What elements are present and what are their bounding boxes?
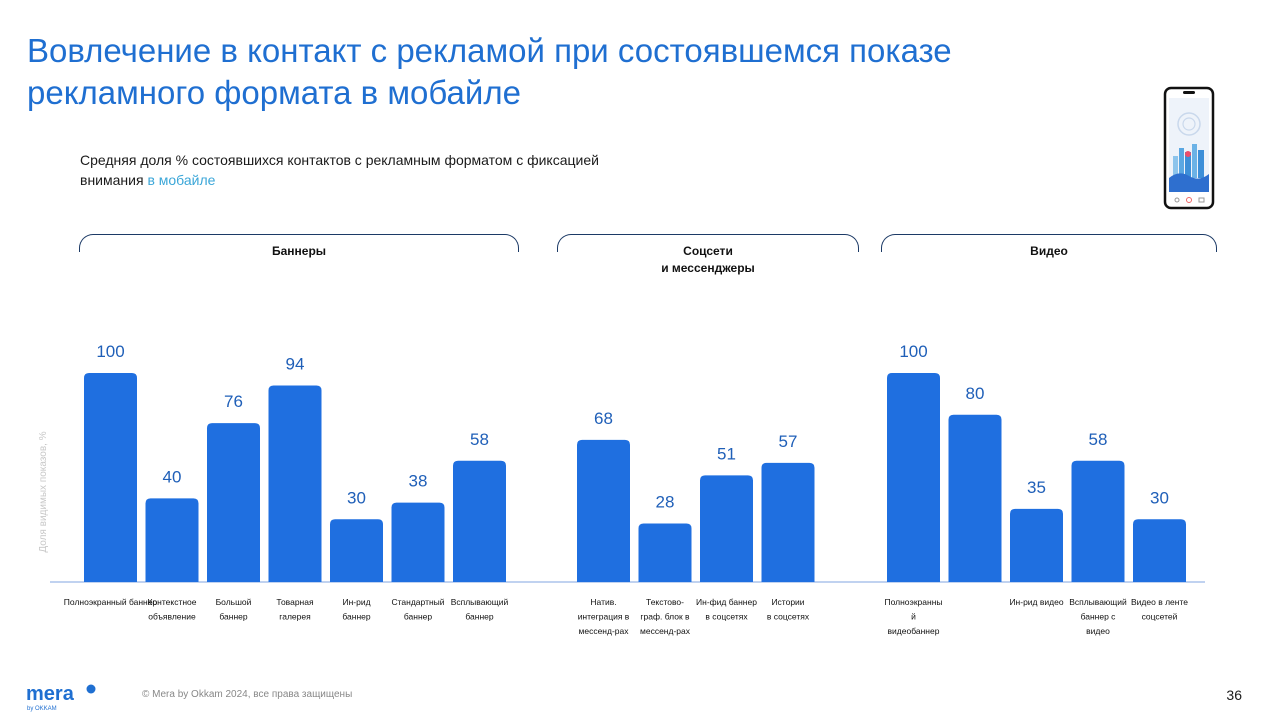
footer-copyright: © Mera by Okkam 2024, все права защищены [142, 689, 353, 700]
x-tick-label: баннер [404, 612, 433, 622]
bar [700, 475, 753, 582]
bar [207, 423, 260, 582]
bar-value-label: 76 [224, 392, 243, 411]
bar-value-label: 94 [286, 355, 305, 374]
bar-value-label: 100 [96, 342, 124, 361]
x-tick-label: Контекстное [147, 597, 196, 607]
bar-value-label: 100 [899, 342, 927, 361]
group-label-video: Видео [881, 243, 1217, 260]
bar-value-label: 40 [163, 467, 182, 486]
x-tick-label: Ин-рид видео [1009, 597, 1063, 607]
subtitle-highlight: в мобайле [147, 172, 216, 188]
x-tick-label: Натив. [590, 597, 616, 607]
group-label-line: Соцсети [683, 244, 733, 258]
bar-value-label: 35 [1027, 478, 1046, 497]
x-tick-label: Ин-фид баннер [696, 597, 757, 607]
bar-value-label: 38 [409, 472, 428, 491]
x-tick-label: мессенд-рах [579, 626, 630, 636]
bar [268, 385, 322, 582]
x-tick-label: Ин-рид [342, 597, 370, 607]
smartphone-icon [1163, 86, 1215, 210]
bar-value-label: 28 [656, 492, 675, 511]
bar [84, 373, 137, 582]
x-tick-label: Истории [771, 597, 804, 607]
x-tick-label: Большой [216, 597, 252, 607]
group-label-line: Видео [1030, 244, 1068, 258]
x-tick-label: в соцсетях [767, 612, 810, 622]
logo-main-text: mera [26, 683, 75, 705]
x-tick-label: Всплывающий [451, 597, 509, 607]
bar-value-label: 58 [470, 430, 489, 449]
bar-value-label: 30 [1150, 488, 1169, 507]
x-tick-label: видео [1086, 626, 1110, 636]
bar [1010, 508, 1063, 582]
bar-value-label: 80 [966, 384, 985, 403]
page-number: 36 [1226, 687, 1242, 703]
x-tick-label: мессенд-рах [640, 626, 691, 636]
x-tick-label: Текстово- [646, 597, 684, 607]
x-tick-label: галерея [279, 612, 311, 622]
x-tick-label: Товарная [276, 597, 314, 607]
x-tick-label: Полноэкранный баннер [64, 597, 158, 607]
bar [1071, 460, 1125, 582]
bar-value-label: 68 [594, 409, 613, 428]
x-tick-label: баннер [342, 612, 371, 622]
logo-sub-text: by OKKAM [27, 706, 57, 712]
x-tick-label: баннер [465, 612, 494, 622]
x-tick-label: Полноэкранны [884, 597, 942, 607]
group-label-line: Баннеры [271, 244, 327, 258]
x-tick-label: в соцсетях [705, 612, 748, 622]
bar [145, 498, 199, 582]
x-tick-label: видеобаннер [888, 626, 940, 636]
mera-logo: mera by OKKAM [26, 683, 96, 712]
x-tick-label: й [911, 612, 916, 622]
bar [391, 502, 445, 582]
bar [761, 462, 815, 582]
group-label-social: Соцсети и мессенджеры [557, 243, 859, 277]
chart-subtitle: Средняя доля % состоявшихся контактов с … [80, 150, 600, 190]
bar [1133, 519, 1186, 582]
group-label-banners: Баннеры [79, 243, 519, 260]
x-tick-label: Стандартный [391, 597, 444, 607]
bar [887, 373, 940, 582]
x-tick-label: баннер [219, 612, 248, 622]
x-tick-label: граф. блок в [640, 612, 690, 622]
bar [948, 414, 1002, 582]
bar-value-label: 30 [347, 488, 366, 507]
bar [330, 519, 383, 582]
bar-value-label: 51 [717, 444, 736, 463]
x-tick-label: интеграция в [578, 612, 630, 622]
x-tick-label: Видео в ленте [1131, 597, 1188, 607]
x-tick-label: соцсетей [1142, 612, 1178, 622]
bar [638, 523, 692, 582]
bar-value-label: 58 [1089, 430, 1108, 449]
x-tick-label: Всплывающий [1069, 597, 1127, 607]
group-label-line: и мессенджеры [661, 261, 755, 275]
bar-value-label: 57 [779, 432, 798, 451]
x-tick-label: баннер с [1081, 612, 1117, 622]
x-tick-label: объявление [148, 612, 196, 622]
bar [577, 439, 630, 582]
subtitle-main: Средняя доля % состоявшихся контактов с … [80, 152, 599, 188]
bar [453, 460, 506, 582]
page-title: Вовлечение в контакт с рекламой при сост… [27, 32, 952, 111]
